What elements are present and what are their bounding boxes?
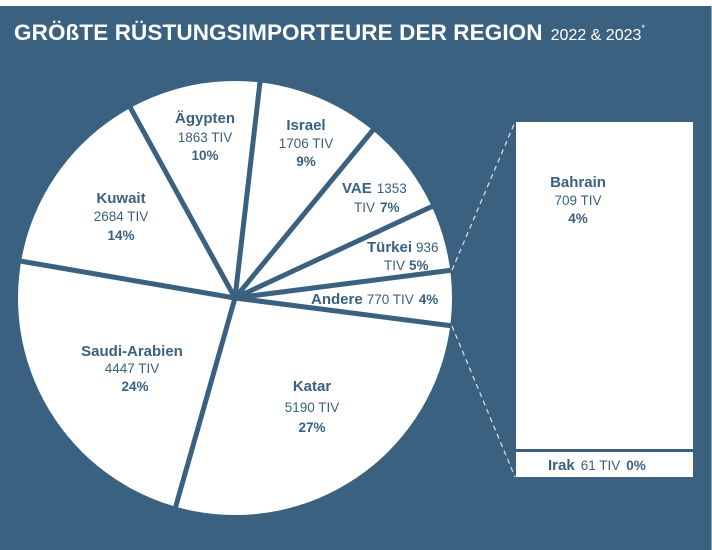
label-kuwait-pct: 14% <box>107 228 134 243</box>
label-katar-pct: 27% <box>298 420 325 435</box>
label-bahrain-value: 709 TIV <box>554 193 601 208</box>
separator-vae-tuerkei <box>233 203 435 301</box>
label-irak-name: Irak <box>548 457 575 474</box>
separator-katar-saudi <box>172 297 238 510</box>
label-vae-value: 1353 <box>377 181 407 196</box>
label-aegypten-value: 1863 TIV <box>178 130 233 145</box>
chart-title-main: GRÖßTE RÜSTUNGSIMPORTEURE DER REGION <box>14 20 543 45</box>
separator-saudi-kuwait <box>19 258 236 301</box>
label-bahrain-name: Bahrain <box>550 174 606 191</box>
connector-bottom <box>451 325 516 478</box>
label-andere-value: 770 TIV <box>367 292 414 307</box>
label-irak: Irak 61 TIV 0% <box>548 457 646 474</box>
label-katar-name: Katar <box>293 378 332 395</box>
chart-title-years-text: 2022 & 2023 <box>550 27 642 44</box>
label-saudi-value: 4447 TIV <box>105 361 160 376</box>
separator-tuerkei-andere <box>234 267 454 301</box>
label-tuerkei-line1: Türkei 936 <box>367 239 439 256</box>
separator-andere-katar <box>234 295 454 329</box>
footnote-mark: * <box>641 22 645 33</box>
label-andere-pct: 4% <box>419 292 439 307</box>
label-bahrain-pct: 4% <box>568 211 588 226</box>
label-saudi-name: Saudi-Arabien <box>81 343 183 360</box>
label-irak-pct: 0% <box>626 458 646 473</box>
chart-title: GRÖßTE RÜSTUNGSIMPORTEURE DER REGION 2022… <box>14 20 645 46</box>
label-israel-value: 1706 TIV <box>279 136 334 151</box>
label-irak-value: 61 TIV <box>581 458 621 473</box>
label-aegypten-pct: 10% <box>191 148 218 163</box>
label-tuerkei-value: 936 <box>416 240 439 255</box>
separator-aegypten-israel <box>232 81 263 299</box>
label-israel-pct: 9% <box>296 154 316 169</box>
label-tuerkei-name: Türkei <box>367 239 412 256</box>
label-vae-line1: VAE 1353 <box>342 180 407 197</box>
label-andere-name: Andere <box>311 291 363 308</box>
connector-lines <box>451 121 516 478</box>
label-tuerkei-unit: TIV <box>384 258 405 273</box>
connector-top <box>451 121 516 271</box>
label-vae-name: VAE <box>342 180 372 197</box>
label-kuwait-value: 2684 TIV <box>94 209 149 224</box>
chart-title-years: 2022 & 2023* <box>550 23 645 44</box>
label-vae-line2: TIV 7% <box>354 200 400 215</box>
slice-separators <box>19 81 454 510</box>
bar-segment-irak <box>516 452 693 477</box>
label-tuerkei-line2: TIV 5% <box>384 258 429 273</box>
separator-israel-vae <box>233 128 375 300</box>
label-vae-pct: 7% <box>380 200 400 215</box>
bar-segment-bahrain <box>516 122 693 449</box>
label-andere: Andere 770 TIV 4% <box>311 291 438 308</box>
label-israel-name: Israel <box>286 117 325 134</box>
label-vae-unit: TIV <box>354 200 375 215</box>
label-aegypten-name: Ägypten <box>175 110 235 127</box>
separator-kuwait-aegypten <box>127 105 238 300</box>
label-kuwait-name: Kuwait <box>96 190 145 207</box>
label-tuerkei-pct: 5% <box>409 258 429 273</box>
label-katar-value: 5190 TIV <box>285 400 340 415</box>
label-saudi-pct: 24% <box>121 379 148 394</box>
